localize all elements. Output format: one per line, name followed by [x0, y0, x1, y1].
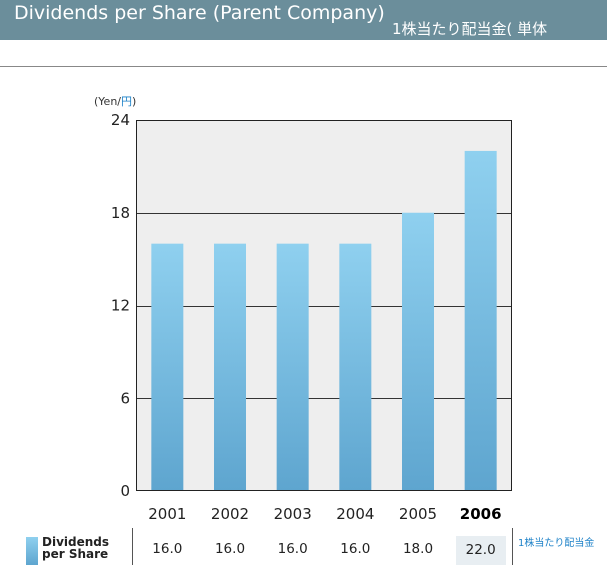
- y-axis-unit-label: (Yen/円): [94, 93, 136, 109]
- header-divider: [0, 66, 607, 67]
- y-tick-label: 18: [111, 204, 130, 222]
- table-cell: 16.0: [277, 541, 308, 557]
- legend-swatch: [26, 537, 38, 565]
- table-row-label-jp: 1株当たり配当金: [518, 538, 595, 549]
- bar-2001: [151, 243, 184, 491]
- y-tick-label: 0: [120, 482, 130, 500]
- x-tick-label: 2006: [460, 505, 502, 523]
- table-cell: 22.0: [455, 536, 506, 565]
- bar-2006: [464, 150, 497, 491]
- x-tick-label: 2002: [211, 505, 249, 523]
- unit-en: (Yen/: [94, 95, 121, 108]
- table-cell: 16.0: [214, 541, 246, 557]
- x-tick-label: 2003: [274, 505, 312, 523]
- bar-2004: [339, 243, 372, 491]
- table-cell: 16.0: [340, 541, 371, 557]
- plot-area: [136, 120, 512, 491]
- unit-close: ): [132, 95, 137, 108]
- x-tick-label: 2005: [399, 505, 437, 523]
- bar-2002: [214, 243, 246, 491]
- unit-jp: 円: [121, 95, 132, 108]
- chart-header: Dividends per Share (Parent Company) 1株当…: [0, 0, 607, 40]
- y-tick-label: 24: [111, 111, 130, 129]
- table-cell: 16.0: [152, 541, 183, 557]
- y-tick-label: 6: [120, 389, 130, 407]
- bar-2003: [276, 243, 309, 491]
- table-row-label: Dividends per Share: [42, 535, 110, 561]
- x-tick-label: 2001: [148, 505, 186, 523]
- y-tick-label: 12: [111, 297, 130, 315]
- table-cell: 18.0: [402, 541, 434, 557]
- chart-title: Dividends per Share (Parent Company): [14, 2, 385, 24]
- chart-subtitle-jp: 1株当たり配当金( 単体: [392, 20, 548, 38]
- bar-2005: [402, 212, 434, 491]
- table-divider: [512, 528, 513, 565]
- x-tick-label: 2004: [336, 505, 374, 523]
- table-divider: [132, 528, 133, 565]
- plot-frame: [136, 120, 512, 491]
